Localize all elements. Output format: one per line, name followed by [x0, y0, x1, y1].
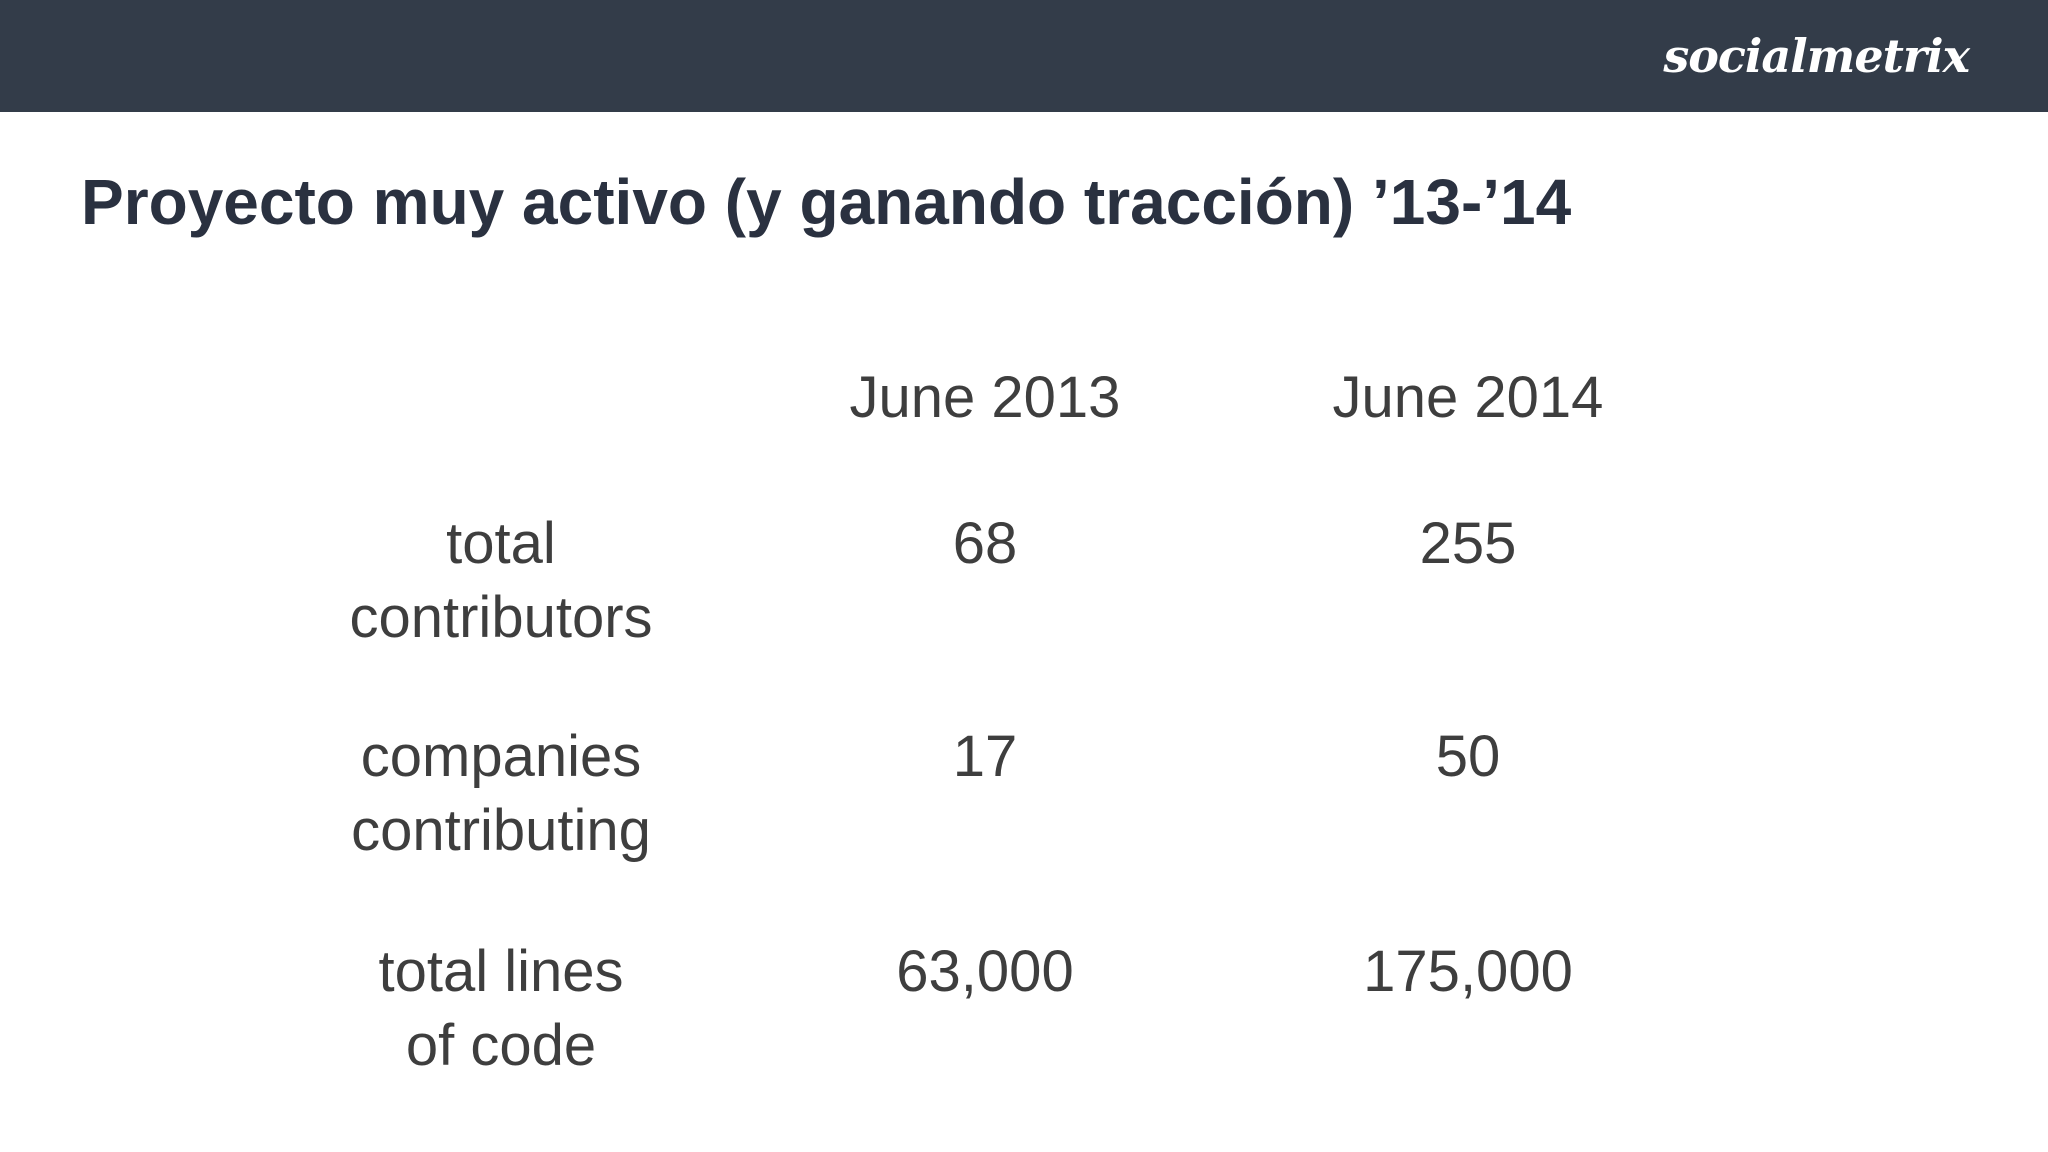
cell-total-lines-of-code-2014: 175,000	[1363, 939, 1573, 1004]
row-label-total-lines-of-code: total lines of code	[378, 939, 624, 1078]
column-header-june-2014: June 2014	[1332, 365, 1604, 430]
socialmetrix-logo: socialmetrix	[1663, 29, 1970, 83]
slide-title: Proyecto muy activo (y ganando tracción)…	[81, 166, 1572, 238]
cell-total-lines-of-code-2013: 63,000	[896, 939, 1074, 1004]
row-label-total-contributors: total contributors	[349, 511, 653, 650]
cell-companies-contributing-2013: 17	[952, 724, 1018, 789]
row-label-companies-contributing: companies contributing	[351, 724, 651, 863]
header-bar: socialmetrix	[0, 0, 2048, 112]
cell-total-contributors-2013: 68	[952, 511, 1018, 576]
cell-companies-contributing-2014: 50	[1435, 724, 1501, 789]
cell-total-contributors-2014: 255	[1419, 511, 1517, 576]
column-header-june-2013: June 2013	[849, 365, 1121, 430]
